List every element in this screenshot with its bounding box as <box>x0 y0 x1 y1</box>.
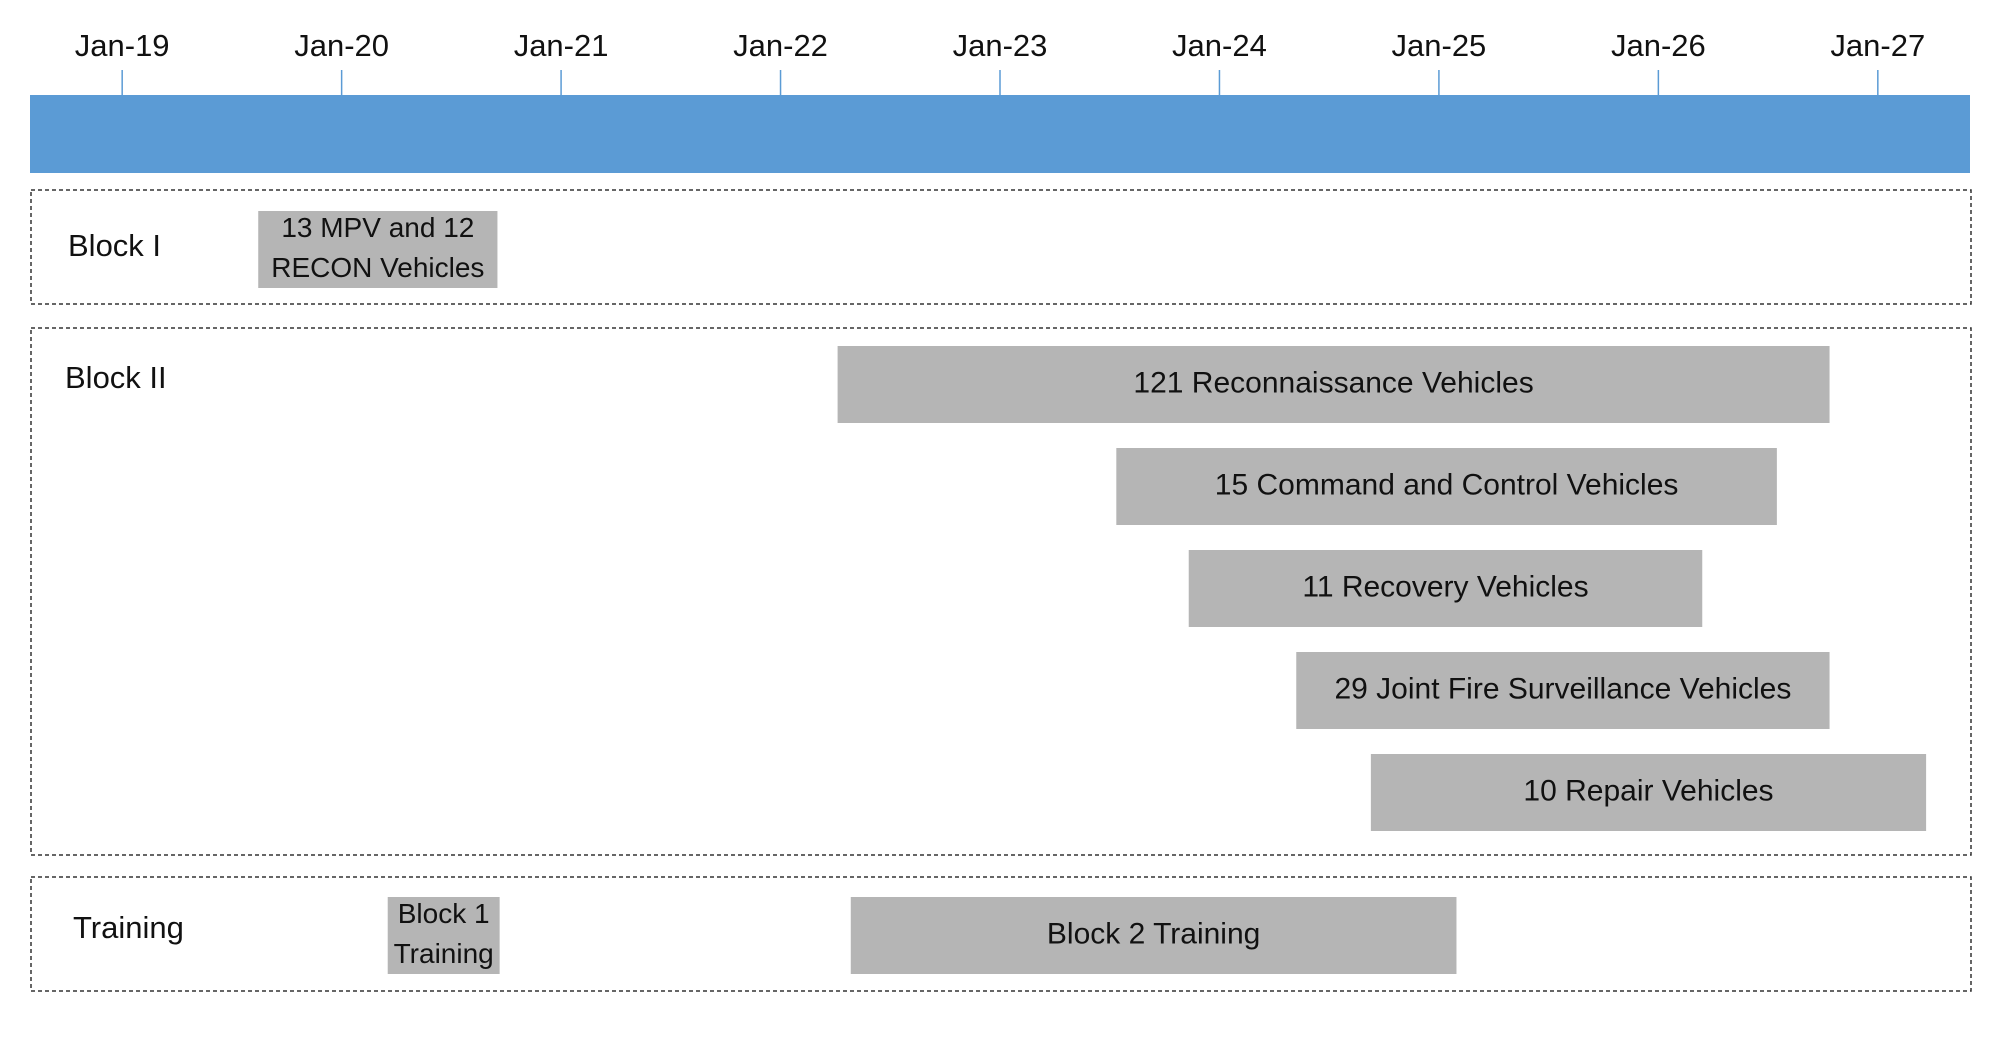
tick-label: Jan-22 <box>733 28 828 63</box>
tick-label: Jan-20 <box>294 28 389 63</box>
group-border <box>30 876 1972 992</box>
group-border <box>30 189 1972 305</box>
gantt-bar: 29 Joint Fire Surveillance Vehicles <box>1296 652 1830 729</box>
group-label: Block I <box>68 228 161 263</box>
gantt-bar: 15 Command and Control Vehicles <box>1116 448 1777 525</box>
bar-rect <box>837 346 1830 423</box>
bar-label: Block 1 <box>398 898 490 929</box>
gantt-bar: 10 Repair Vehicles <box>1370 754 1927 831</box>
gantt-bar: 121 Reconnaissance Vehicles <box>837 346 1830 423</box>
bar-rect <box>1188 550 1703 627</box>
bar-label: 29 Joint Fire Surveillance Vehicles <box>1334 672 1791 705</box>
timeline-band <box>30 95 1970 173</box>
gantt-bar: 13 MPV and 12 RECON Vehicles <box>258 211 498 288</box>
gantt-bar: Block 2 Training <box>850 897 1457 974</box>
tick-label: Jan-26 <box>1611 28 1706 63</box>
bar-label: 121 Reconnaissance Vehicles <box>1133 366 1533 399</box>
bar-rect <box>1370 754 1927 831</box>
bar-label: Block 2 Training <box>1047 917 1260 950</box>
bar-rect <box>1296 652 1830 729</box>
bar-label: 11 Recovery Vehicles <box>1302 570 1588 603</box>
tick-label: Jan-24 <box>1172 28 1267 63</box>
group-training: Training Block 1 Training Block 2 Training <box>30 876 1972 992</box>
group-block-ii: Block II 121 Reconnaissance Vehicles 15 Co… <box>30 327 1972 856</box>
tick-label: Jan-19 <box>75 28 170 63</box>
gantt-bar: Block 1 Training <box>387 897 500 974</box>
gantt-bar: 11 Recovery Vehicles <box>1188 550 1703 627</box>
tick-label: Jan-25 <box>1392 28 1487 63</box>
tick-label: Jan-23 <box>953 28 1048 63</box>
bar-label: 13 MPV and 12 <box>281 212 474 243</box>
group-block-i: Block I 13 MPV and 12 RECON Vehicles <box>30 189 1972 305</box>
group-border <box>30 327 1972 856</box>
tick-label: Jan-27 <box>1830 28 1925 63</box>
bar-label: RECON Vehicles <box>271 252 484 283</box>
tick-label: Jan-21 <box>514 28 609 63</box>
bar-label: Training <box>394 938 494 969</box>
bar-rect <box>387 897 500 974</box>
bar-rect <box>1116 448 1777 525</box>
group-label: Training <box>73 910 184 945</box>
timeline-axis: Jan-19 Jan-20 Jan-21 Jan-22 Jan-23 Jan-24 Jan-… <box>30 28 1970 173</box>
bar-rect <box>850 897 1457 974</box>
bar-rect <box>258 211 498 288</box>
bar-label: 15 Command and Control Vehicles <box>1215 468 1679 501</box>
group-label: Block II <box>65 360 167 395</box>
bar-label: 10 Repair Vehicles <box>1523 774 1773 807</box>
